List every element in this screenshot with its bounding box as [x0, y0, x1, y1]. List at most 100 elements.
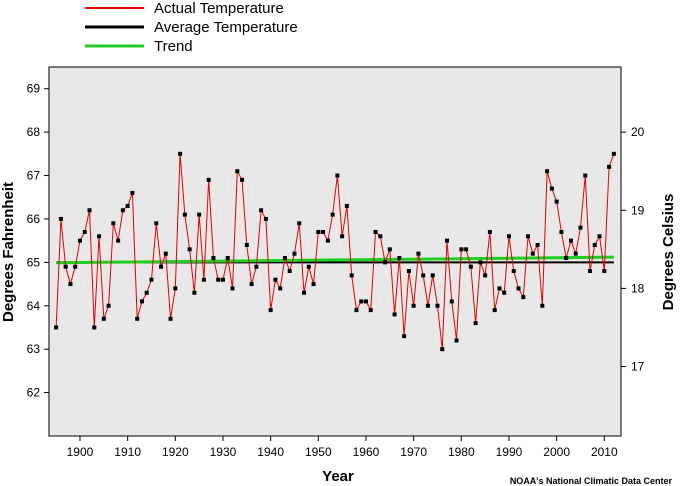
credit-text: NOAA's National Climatic Data Center [510, 476, 673, 486]
data-point [330, 212, 335, 217]
data-point [316, 229, 321, 234]
data-point [159, 264, 164, 269]
data-point [244, 242, 249, 247]
data-point [402, 334, 407, 339]
data-point [192, 290, 197, 295]
data-point [306, 264, 311, 269]
y-tick-label: 69 [27, 82, 41, 96]
data-point [173, 286, 178, 291]
data-point [197, 212, 202, 217]
data-point [378, 234, 383, 239]
trend-line [56, 255, 614, 265]
data-point [182, 212, 187, 217]
data-point [349, 273, 354, 278]
legend-label-actual: Actual Temperature [154, 0, 284, 17]
x-axis-title: Year [322, 468, 354, 485]
data-point [411, 303, 416, 308]
data-point [363, 299, 368, 304]
data-point [302, 290, 307, 295]
data-point [416, 251, 421, 256]
y-tick-label: 64 [27, 299, 41, 313]
data-point [526, 234, 531, 239]
data-point [516, 286, 521, 291]
data-point [564, 256, 569, 261]
data-point [421, 273, 426, 278]
data-point [568, 238, 573, 243]
data-point [154, 221, 159, 226]
series-actual-temperature [54, 151, 616, 352]
x-tick-label: 1960 [353, 445, 380, 459]
data-point [235, 169, 240, 174]
x-tick-label: 1990 [496, 445, 523, 459]
data-point [149, 277, 154, 282]
data-point [325, 238, 330, 243]
data-point [340, 234, 345, 239]
data-point [278, 286, 283, 291]
data-point [430, 273, 435, 278]
data-point [82, 229, 87, 234]
data-point [87, 208, 92, 213]
y-tick-label: 63 [27, 342, 41, 356]
data-point [607, 164, 612, 169]
data-point [521, 295, 526, 300]
data-point [321, 229, 326, 234]
data-point [440, 347, 445, 352]
data-point [216, 277, 221, 282]
data-point [611, 151, 616, 156]
x-tick-label: 1980 [448, 445, 475, 459]
data-point [168, 316, 173, 321]
data-point [464, 247, 469, 252]
data-point [287, 269, 292, 274]
data-point [592, 242, 597, 247]
data-point [220, 277, 225, 282]
data-point [282, 256, 287, 261]
data-point [578, 225, 583, 230]
data-point [502, 290, 507, 295]
y2-tick-label: 20 [631, 125, 645, 139]
data-point [120, 208, 125, 213]
data-point [354, 308, 359, 313]
data-point [273, 277, 278, 282]
data-point [511, 269, 516, 274]
data-point [259, 208, 264, 213]
data-point [473, 321, 478, 326]
y2-tick-label: 17 [631, 360, 645, 374]
y2-tick-label: 19 [631, 203, 645, 217]
data-point [249, 282, 254, 287]
data-point [130, 190, 135, 195]
data-point [240, 177, 245, 182]
data-point [230, 286, 235, 291]
data-point [425, 303, 430, 308]
data-point [206, 177, 211, 182]
data-point [263, 216, 268, 221]
y-tick-label: 67 [27, 169, 41, 183]
data-point [588, 269, 593, 274]
data-point [597, 234, 602, 239]
data-point [77, 238, 82, 243]
data-point [54, 325, 59, 330]
legend-label-average: Average Temperature [154, 19, 298, 36]
data-point [545, 169, 550, 174]
data-point [211, 256, 216, 261]
data-point [58, 216, 63, 221]
data-point [483, 273, 488, 278]
data-point [268, 308, 273, 313]
data-point [135, 316, 140, 321]
data-point [435, 303, 440, 308]
data-point [573, 251, 578, 256]
data-point [292, 251, 297, 256]
data-point [397, 256, 402, 261]
data-point [111, 221, 116, 226]
data-point [92, 325, 97, 330]
x-tick-label: 1930 [210, 445, 237, 459]
data-point [387, 247, 392, 252]
data-point [106, 303, 111, 308]
data-point [492, 308, 497, 313]
data-point [468, 264, 473, 269]
data-point [530, 251, 535, 256]
data-point [101, 316, 106, 321]
data-point [201, 277, 206, 282]
data-point [459, 247, 464, 252]
data-point [554, 199, 559, 204]
